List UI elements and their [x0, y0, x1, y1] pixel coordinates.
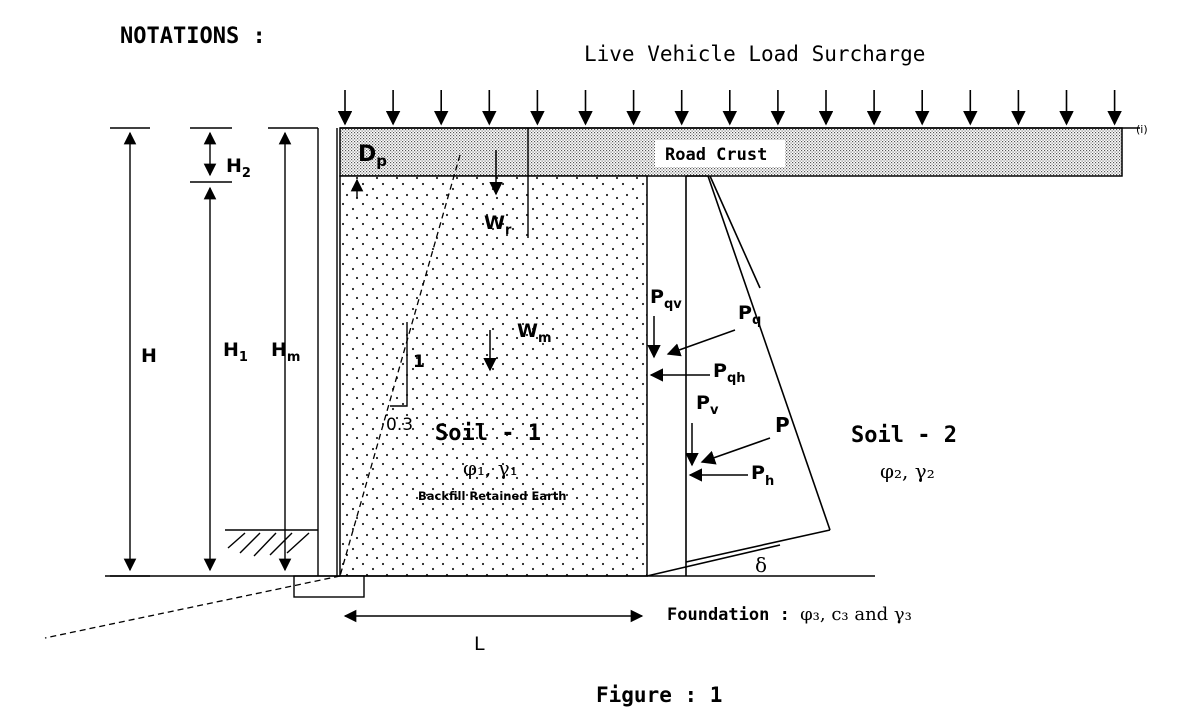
p-arrow: [700, 437, 771, 465]
backfill-soil-block: [339, 175, 648, 577]
road-crust-label-box: [655, 140, 785, 167]
surcharge-marker: (i): [1136, 123, 1148, 136]
h1-label: H1: [223, 339, 248, 365]
figure-caption: Figure : 1: [596, 683, 722, 707]
h-total-label: H: [141, 345, 157, 367]
soil1-params: φ₁, γ₁: [463, 456, 518, 480]
dimension-lines: [110, 127, 318, 577]
p-label: P: [775, 413, 790, 437]
ph-label: Ph: [751, 462, 774, 489]
dp-label: Dp: [358, 142, 387, 170]
pq-arrow: [666, 329, 736, 357]
pqh-label: Pqh: [713, 360, 746, 386]
soil2-params: φ₂, γ₂: [880, 459, 935, 483]
soil1-name: Soil - 1: [435, 421, 541, 446]
slope-run-label: 0.3: [386, 415, 413, 435]
hm-label: Hm: [271, 339, 300, 365]
wm-label: Wm: [517, 320, 552, 346]
surcharge-label: Live Vehicle Load Surcharge: [584, 42, 925, 66]
pq-label: Pq: [738, 302, 761, 328]
title: NOTATIONS :: [120, 24, 266, 49]
wall-footing: [293, 575, 365, 598]
slope-triangle: [390, 322, 408, 407]
h2-label: H2: [226, 155, 251, 181]
foundation-label: Foundation : φ₃, c₃ and γ₃: [667, 604, 912, 625]
failure-line: [339, 154, 461, 577]
surcharge-arrows: [337, 90, 1122, 126]
delta-label: δ: [755, 553, 767, 577]
wr-label: Wr: [484, 212, 512, 238]
pqv-label: Pqv: [650, 286, 682, 312]
road-crust-label: Road Crust: [665, 145, 767, 165]
soil2-name: Soil - 2: [851, 423, 957, 448]
l-label: L: [474, 633, 485, 655]
front-ground-hatch: [225, 529, 318, 557]
pv-label: Pv: [696, 392, 719, 418]
pressure-diagram: [646, 175, 831, 577]
failure-line-extension: [44, 575, 341, 639]
slope-rise-label: 1: [413, 352, 425, 372]
soil1-description: Backfill Retained Earth: [418, 489, 566, 503]
